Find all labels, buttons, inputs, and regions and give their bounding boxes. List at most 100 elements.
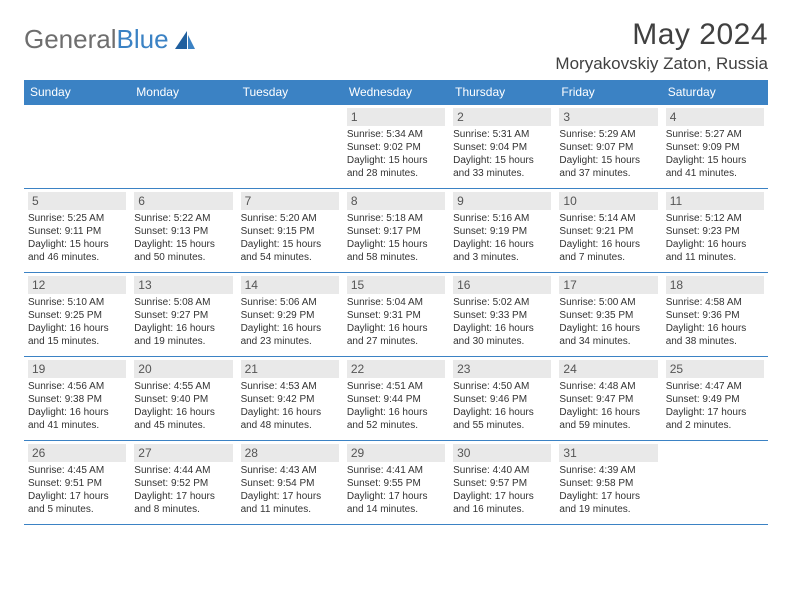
day-cell: 24Sunrise: 4:48 AMSunset: 9:47 PMDayligh… — [555, 357, 661, 441]
sunset-line: Sunset: 9:42 PM — [241, 393, 339, 406]
day-cell: 29Sunrise: 4:41 AMSunset: 9:55 PMDayligh… — [343, 441, 449, 525]
sunrise-line: Sunrise: 4:55 AM — [134, 380, 232, 393]
day-number: 9 — [453, 192, 551, 210]
sunrise-line: Sunrise: 4:51 AM — [347, 380, 445, 393]
day-number: 4 — [666, 108, 764, 126]
location: Moryakovskiy Zaton, Russia — [555, 54, 768, 74]
sunrise-line: Sunrise: 5:34 AM — [347, 128, 445, 141]
sunset-line: Sunset: 9:47 PM — [559, 393, 657, 406]
day-number: 15 — [347, 276, 445, 294]
sunset-line: Sunset: 9:44 PM — [347, 393, 445, 406]
day-cell — [130, 105, 236, 189]
day-number: 8 — [347, 192, 445, 210]
day-number: 31 — [559, 444, 657, 462]
sunrise-line: Sunrise: 5:10 AM — [28, 296, 126, 309]
daylight-line: Daylight: 15 hours and 33 minutes. — [453, 154, 551, 180]
day-cell: 18Sunrise: 4:58 AMSunset: 9:36 PMDayligh… — [662, 273, 768, 357]
daylight-line: Daylight: 17 hours and 2 minutes. — [666, 406, 764, 432]
day-number: 17 — [559, 276, 657, 294]
day-number: 14 — [241, 276, 339, 294]
day-cell: 12 Sunrise: 5:10 AMSunset: 9:25 PMDayligh… — [24, 273, 130, 357]
sunrise-line: Sunrise: 5:14 AM — [559, 212, 657, 225]
daylight-line: Daylight: 16 hours and 11 minutes. — [666, 238, 764, 264]
day-cell: 21Sunrise: 4:53 AMSunset: 9:42 PMDayligh… — [237, 357, 343, 441]
week-row: 5Sunrise: 5:25 AMSunset: 9:11 PMDaylight… — [24, 189, 768, 273]
daylight-line: Daylight: 16 hours and 38 minutes. — [666, 322, 764, 348]
day-number: 28 — [241, 444, 339, 462]
sunset-line: Sunset: 9:49 PM — [666, 393, 764, 406]
sunrise-line: Sunrise: 5:27 AM — [666, 128, 764, 141]
daylight-line: Daylight: 16 hours and 27 minutes. — [347, 322, 445, 348]
sunset-line: Sunset: 9:11 PM — [28, 225, 126, 238]
sunrise-line: Sunrise: 4:50 AM — [453, 380, 551, 393]
logo-text-1: General — [24, 24, 117, 55]
day-number: 10 — [559, 192, 657, 210]
day-cell: 31Sunrise: 4:39 AMSunset: 9:58 PMDayligh… — [555, 441, 661, 525]
sunrise-line: Sunrise: 5:02 AM — [453, 296, 551, 309]
day-number: 12 — [28, 276, 126, 294]
week-row: 12Sunrise: 5:10 AMSunset: 9:25 PMDayligh… — [24, 273, 768, 357]
daylight-line: Daylight: 16 hours and 45 minutes. — [134, 406, 232, 432]
daylight-line: Daylight: 16 hours and 48 minutes. — [241, 406, 339, 432]
week-row: 26Sunrise: 4:45 AMSunset: 9:51 PMDayligh… — [24, 441, 768, 525]
sunrise-line: Sunrise: 4:41 AM — [347, 464, 445, 477]
day-cell: 17Sunrise: 5:00 AMSunset: 9:35 PMDayligh… — [555, 273, 661, 357]
day-number: 26 — [28, 444, 126, 462]
daylight-line: Daylight: 16 hours and 23 minutes. — [241, 322, 339, 348]
day-cell: 19Sunrise: 4:56 AMSunset: 9:38 PMDayligh… — [24, 357, 130, 441]
day-cell: 16Sunrise: 5:02 AMSunset: 9:33 PMDayligh… — [449, 273, 555, 357]
daylight-line: Daylight: 16 hours and 34 minutes. — [559, 322, 657, 348]
sunset-line: Sunset: 9:15 PM — [241, 225, 339, 238]
daylight-line: Daylight: 16 hours and 41 minutes. — [28, 406, 126, 432]
weekday-wednesday: Wednesday — [343, 80, 449, 105]
daylight-line: Daylight: 17 hours and 16 minutes. — [453, 490, 551, 516]
day-cell: 3Sunrise: 5:29 AMSunset: 9:07 PMDaylight… — [555, 105, 661, 189]
weekday-saturday: Saturday — [662, 80, 768, 105]
sunrise-line: Sunrise: 5:08 AM — [134, 296, 232, 309]
day-number: 2 — [453, 108, 551, 126]
day-cell: 9Sunrise: 5:16 AMSunset: 9:19 PMDaylight… — [449, 189, 555, 273]
sunrise-line: Sunrise: 5:18 AM — [347, 212, 445, 225]
sunset-line: Sunset: 9:35 PM — [559, 309, 657, 322]
sunrise-line: Sunrise: 4:43 AM — [241, 464, 339, 477]
day-number: 6 — [134, 192, 232, 210]
sunset-line: Sunset: 9:23 PM — [666, 225, 764, 238]
title-block: May 2024 Moryakovskiy Zaton, Russia — [555, 18, 768, 74]
sunrise-line: Sunrise: 5:29 AM — [559, 128, 657, 141]
daylight-line: Daylight: 16 hours and 52 minutes. — [347, 406, 445, 432]
sunset-line: Sunset: 9:46 PM — [453, 393, 551, 406]
calendar-page: GeneralBlue May 2024 Moryakovskiy Zaton,… — [0, 0, 792, 525]
day-cell — [237, 105, 343, 189]
daylight-line: Daylight: 15 hours and 58 minutes. — [347, 238, 445, 264]
daylight-line: Daylight: 17 hours and 11 minutes. — [241, 490, 339, 516]
day-number: 29 — [347, 444, 445, 462]
sunset-line: Sunset: 9:25 PM — [28, 309, 126, 322]
sunrise-line: Sunrise: 4:40 AM — [453, 464, 551, 477]
daylight-line: Daylight: 16 hours and 15 minutes. — [28, 322, 126, 348]
sunrise-line: Sunrise: 5:04 AM — [347, 296, 445, 309]
day-number: 21 — [241, 360, 339, 378]
daylight-line: Daylight: 17 hours and 5 minutes. — [28, 490, 126, 516]
logo-sail-icon — [173, 29, 197, 51]
day-number: 20 — [134, 360, 232, 378]
logo: GeneralBlue — [24, 18, 197, 55]
weekday-monday: Monday — [130, 80, 236, 105]
sunrise-line: Sunrise: 4:39 AM — [559, 464, 657, 477]
day-cell: 11Sunrise: 5:12 AMSunset: 9:23 PMDayligh… — [662, 189, 768, 273]
daylight-line: Daylight: 16 hours and 19 minutes. — [134, 322, 232, 348]
day-number: 3 — [559, 108, 657, 126]
weekday-thursday: Thursday — [449, 80, 555, 105]
month-title: May 2024 — [555, 18, 768, 52]
sunrise-line: Sunrise: 4:48 AM — [559, 380, 657, 393]
day-cell: 8Sunrise: 5:18 AMSunset: 9:17 PMDaylight… — [343, 189, 449, 273]
daylight-line: Daylight: 15 hours and 37 minutes. — [559, 154, 657, 180]
sunset-line: Sunset: 9:33 PM — [453, 309, 551, 322]
sunset-line: Sunset: 9:58 PM — [559, 477, 657, 490]
sunrise-line: Sunrise: 4:44 AM — [134, 464, 232, 477]
sunset-line: Sunset: 9:09 PM — [666, 141, 764, 154]
day-cell — [24, 105, 130, 189]
week-row: 19Sunrise: 4:56 AMSunset: 9:38 PMDayligh… — [24, 357, 768, 441]
sunrise-line: Sunrise: 5:25 AM — [28, 212, 126, 225]
day-cell: 7Sunrise: 5:20 AMSunset: 9:15 PMDaylight… — [237, 189, 343, 273]
day-cell: 20Sunrise: 4:55 AMSunset: 9:40 PMDayligh… — [130, 357, 236, 441]
